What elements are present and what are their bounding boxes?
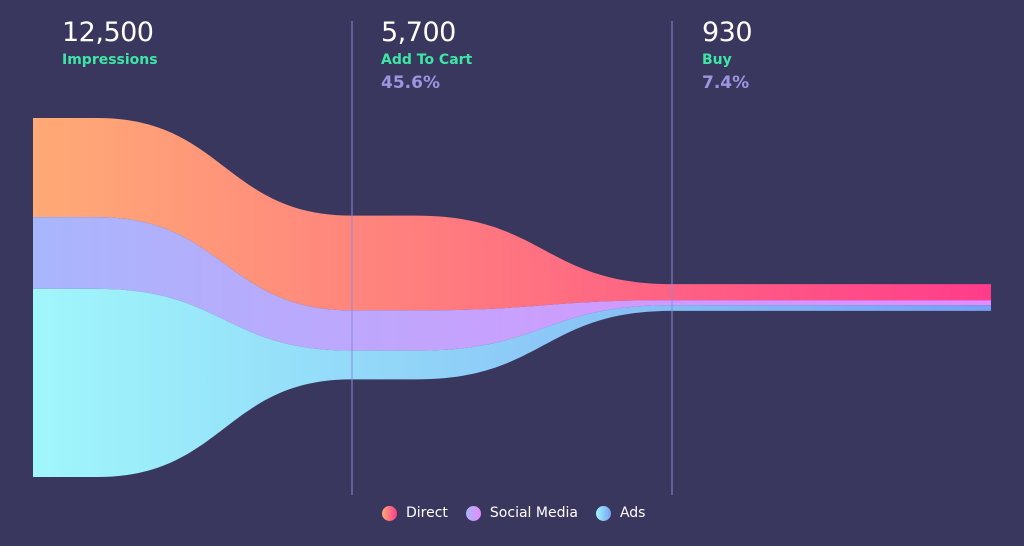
stage-add-to-cart: 5,700 Add To Cart 45.6% [381,16,472,96]
legend-label: Social Media [489,505,578,521]
stage-value: 930 [702,17,753,48]
legend-dot-icon [382,505,397,521]
series-area-direct[interactable] [33,118,991,311]
legend-dot-icon [465,505,481,521]
stage-label: Impressions [62,52,158,68]
stage-label: Add To Cart [381,52,473,68]
legend-label: Ads [619,505,646,521]
legend-dot-icon [595,505,611,521]
stage-label: Buy [702,52,732,68]
legend-item-ads[interactable]: Ads [595,505,646,521]
series-area-ads[interactable] [33,288,991,477]
stage-percent: 7.4% [702,73,750,93]
legend-item-social-media[interactable]: Social Media [465,505,578,521]
legend: Direct Social Media Ads [382,505,663,521]
stage-percent: 45.6% [381,73,440,93]
stage-impressions: 12,500 Impressions [62,16,158,70]
legend-item-direct[interactable]: Direct [382,505,448,521]
legend-label: Direct [406,505,448,521]
stage-buy: 930 Buy 7.4% [702,16,753,96]
stage-value: 5,700 [381,17,456,48]
series-area-social-media[interactable] [33,217,991,351]
stage-value: 12,500 [62,17,154,48]
